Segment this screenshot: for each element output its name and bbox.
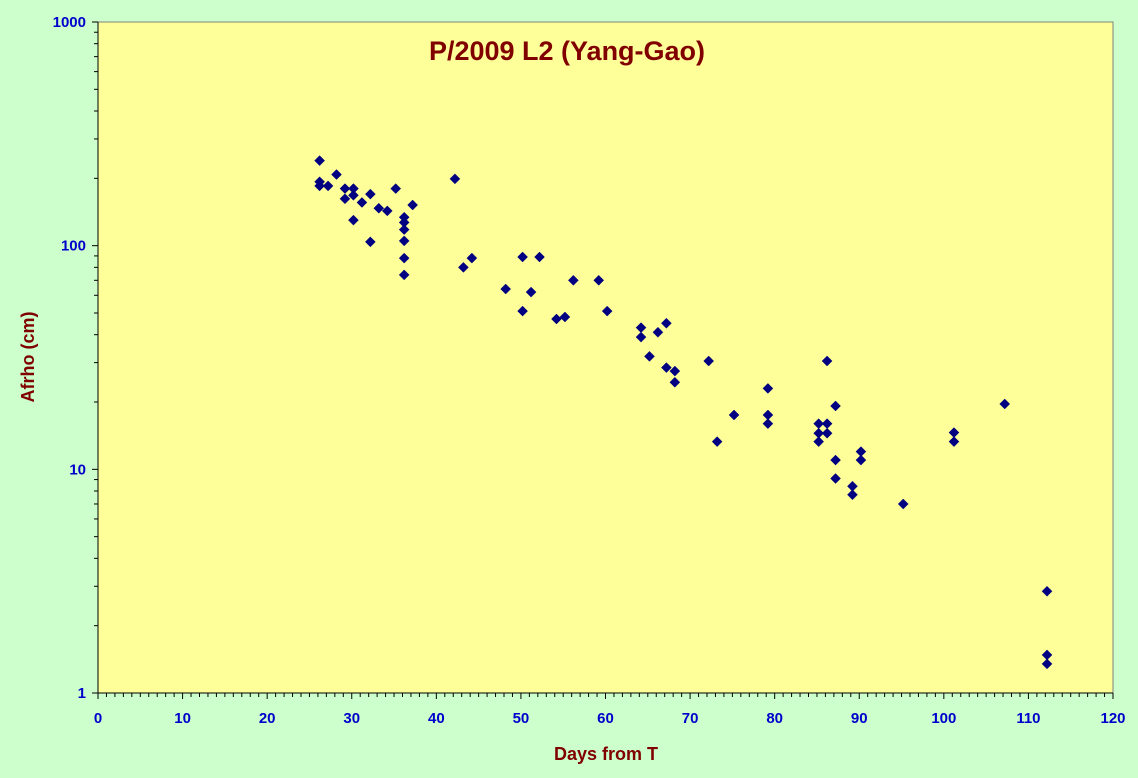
data-point — [517, 251, 528, 263]
data-point — [365, 236, 376, 248]
x-tick-label: 100 — [931, 710, 956, 727]
data-point — [601, 305, 613, 317]
y-tick-label: 1000 — [53, 14, 86, 31]
data-point — [830, 400, 841, 412]
data-point — [728, 409, 740, 421]
x-tick-label: 120 — [1100, 710, 1125, 727]
x-tick-label: 50 — [513, 710, 530, 727]
data-point — [390, 183, 402, 194]
x-tick-label: 0 — [94, 710, 102, 727]
x-tick-label: 70 — [682, 710, 699, 727]
data-point — [407, 199, 419, 211]
x-tick-label: 20 — [259, 710, 276, 727]
data-point — [534, 251, 545, 263]
data-point — [466, 252, 478, 264]
data-point — [568, 274, 579, 286]
data-point — [314, 155, 325, 166]
x-tick-label: 10 — [174, 710, 191, 727]
data-point — [897, 498, 909, 510]
x-tick-label: 60 — [597, 710, 614, 727]
chart-title: P/2009 L2 (Yang-Gao) — [429, 36, 705, 66]
x-tick-label: 90 — [851, 710, 868, 727]
data-point — [644, 350, 655, 362]
y-axis-title: Afrho (cm) — [18, 312, 38, 403]
data-point — [348, 189, 359, 201]
data-point — [551, 313, 562, 325]
x-axis-title: Days from T — [554, 744, 658, 764]
data-point — [458, 261, 469, 273]
data-point — [999, 398, 1011, 410]
data-point — [322, 180, 334, 192]
data-point — [373, 202, 385, 214]
y-tick-label: 1 — [78, 685, 86, 702]
data-point — [661, 317, 672, 329]
y-tick-label: 10 — [69, 461, 86, 478]
data-point — [525, 286, 537, 298]
data-point — [517, 305, 528, 317]
data-point — [813, 436, 825, 447]
data-point — [669, 365, 681, 377]
x-tick-label: 40 — [428, 710, 445, 727]
data-point — [314, 180, 325, 192]
data-point — [669, 376, 681, 388]
data-point — [821, 427, 833, 439]
data-point — [762, 418, 774, 430]
data-point — [855, 454, 867, 466]
data-point — [398, 269, 410, 281]
data-point — [948, 436, 960, 447]
data-point — [348, 214, 359, 226]
data-point — [398, 252, 410, 264]
x-tick-label: 110 — [1016, 710, 1040, 727]
data-point — [847, 489, 858, 501]
data-point — [821, 355, 833, 367]
data-point — [830, 454, 841, 466]
data-point — [356, 197, 368, 208]
y-tick-label: 100 — [61, 238, 86, 255]
data-point — [762, 383, 774, 394]
data-point — [559, 311, 571, 323]
x-tick-label: 30 — [343, 710, 360, 727]
x-tick-label: 80 — [766, 710, 783, 727]
data-point — [449, 173, 461, 185]
data-point — [593, 274, 605, 286]
data-point — [652, 326, 664, 338]
data-point — [711, 436, 723, 447]
data-markers — [314, 155, 1053, 670]
x-tick-labels: 0 10 20 30 40 50 60 70 80 90 100 110 120 — [94, 710, 1126, 727]
data-point — [661, 362, 672, 373]
data-point — [398, 224, 410, 235]
y-tick-labels: 1 10 100 1000 — [53, 14, 86, 702]
major-ticks — [92, 21, 1114, 699]
data-point — [331, 169, 342, 180]
data-point — [339, 193, 351, 205]
data-point — [365, 188, 376, 200]
data-point — [635, 331, 647, 343]
data-point — [830, 473, 841, 484]
data-point — [1041, 585, 1053, 597]
plot-area — [97, 21, 1114, 694]
data-point — [703, 355, 715, 367]
data-point — [1041, 658, 1053, 670]
data-point — [500, 283, 512, 295]
data-point — [381, 205, 393, 217]
data-point — [398, 235, 410, 247]
minor-ticks — [94, 31, 1106, 697]
